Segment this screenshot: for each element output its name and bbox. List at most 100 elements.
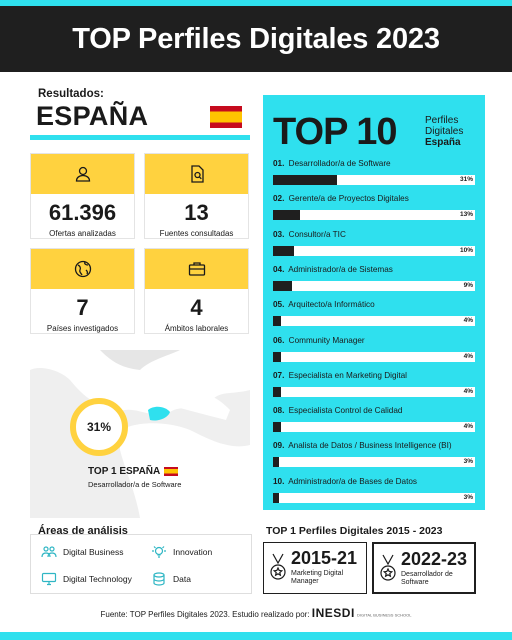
ranking-percent: 31% (459, 176, 473, 183)
stat-caption: Países investigados (46, 324, 119, 333)
stat-caption: Ofertas analizadas (49, 229, 116, 238)
history-box: 2022-23 Desarrollador de Software (372, 542, 476, 594)
ranking-item: 02. Gerente/a de Proyectos Digitales 13% (273, 194, 475, 221)
ranking-number: 01. (273, 159, 285, 168)
area-label: Digital Technology (63, 574, 132, 584)
ranking-percent: 13% (459, 211, 473, 219)
ranking-item: 06. Community Manager 4% (273, 336, 475, 362)
areas-box: Digital Business Innovation Digital Tech… (30, 534, 252, 594)
spain-flag-icon (164, 466, 179, 476)
ranking-label: 01. Desarrollador/a de Software (273, 159, 475, 168)
ranking-text: Desarrollador/a de Software (288, 159, 391, 168)
user-icon (75, 166, 90, 182)
history-years: 2022-23 (401, 549, 468, 569)
ranking-item: 03. Consultor/a TIC 10% (273, 229, 475, 256)
monitor-icon (41, 572, 57, 586)
ranking-percent: 3% (463, 493, 473, 501)
ranking-number: 03. (273, 229, 285, 239)
ranking-item: 07. Especialista en Marketing Digital 4% (273, 370, 475, 397)
bottom-accent-bar (0, 632, 512, 640)
history-desc: Marketing Digital Manager (291, 570, 344, 585)
history-desc: Desarrollador de Software (401, 571, 453, 586)
footer: Fuente: TOP Perfiles Digitales 2023. Est… (0, 606, 512, 620)
ranking-percent: 4% (463, 423, 473, 431)
ranking-bar-fill (273, 492, 280, 503)
top10-heading: TOP 10 (273, 111, 398, 153)
ranking-bar-fill (273, 422, 282, 433)
ranking-percent: 4% (463, 317, 473, 325)
ranking-bar-fill (273, 280, 292, 291)
ranking-bar: 3% (273, 492, 475, 503)
ranking-bar: 4% (273, 386, 475, 397)
stat-caption: Ámbitos laborales (164, 324, 229, 333)
area-label: Innovation (173, 547, 213, 557)
ranking-item: 08. Especialista Control de Calidad 4% (273, 406, 475, 433)
ranking-text: Especialista en Marketing Digital (288, 370, 407, 380)
ranking-number: 08. (273, 406, 285, 416)
top10-sub-line3: España (425, 137, 463, 148)
ranking-percent: 4% (463, 387, 473, 395)
results-country: ESPAÑA (36, 101, 149, 131)
top10-subheading: Perfiles Digitales España (425, 115, 463, 148)
ranking-bar-fill (273, 316, 282, 327)
top1-subtitle: Desarrollador/a de Software (88, 480, 182, 489)
ranking-number: 09. (273, 441, 285, 451)
ranking-item: 10. Administrador/a de Bases de Datos 3% (273, 477, 475, 503)
ranking-text: Analista de Datos / Business Intelligenc… (288, 441, 452, 451)
ranking-text: Administrador/a de Sistemas (288, 264, 393, 274)
area-item: Digital Technology (41, 572, 132, 586)
stat-value: 61.396 (48, 200, 117, 225)
stat-card-offers: 61.396 Ofertas analizadas (30, 153, 135, 239)
ranking-label: 05. Arquitecto/a Informático (273, 300, 475, 309)
ranking-label: 06. Community Manager (273, 336, 475, 345)
ranking-bar-fill (273, 457, 280, 468)
ranking-bar: 4% (273, 351, 475, 362)
ranking-bar: 13% (273, 210, 475, 221)
top10-panel: TOP 10 Perfiles Digitales España 01. Des… (263, 95, 485, 510)
ranking-text: Community Manager (288, 335, 365, 345)
ranking-bar: 3% (273, 457, 475, 468)
results-label: Resultados: (38, 88, 104, 100)
people-icon (41, 546, 57, 558)
stat-value: 4 (190, 295, 203, 320)
footer-text: Fuente: TOP Perfiles Digitales 2023. Est… (100, 610, 310, 619)
percent-ring: 31% (70, 398, 128, 456)
ranking-number: 04. (273, 264, 285, 274)
results-block: Resultados: ESPAÑA (30, 88, 250, 140)
globe-icon (74, 260, 91, 278)
top10-sub-line1: Perfiles (425, 115, 459, 126)
ranking-bar: 31% (273, 175, 475, 185)
ranking-bar-fill (273, 245, 294, 256)
ranking-label: 08. Especialista Control de Calidad (273, 406, 475, 415)
ranking-label: 10. Administrador/a de Bases de Datos (273, 477, 475, 486)
top10-sub-line2: Digitales (425, 126, 464, 137)
history-box: 2015-21 Marketing Digital Manager (263, 542, 367, 594)
stat-card-sources: 13 Fuentes consultadas (144, 153, 249, 239)
ranking-bar-fill (273, 210, 300, 221)
medal-icon (270, 553, 286, 580)
area-item: Digital Business (41, 545, 123, 559)
spain-flag-icon (210, 106, 242, 128)
ranking-bar: 4% (273, 316, 475, 327)
ranking-text: Especialista Control de Calidad (288, 406, 403, 416)
ranking-text: Gerente/a de Proyectos Digitales (288, 194, 409, 204)
ranking-percent: 3% (463, 458, 473, 466)
stat-card-countries: 7 Países investigados (30, 248, 135, 334)
stat-value: 13 (184, 200, 209, 225)
ranking-item: 04. Administrador/a de Sistemas 9% (273, 265, 475, 291)
top1-title: TOP 1 ESPAÑA (88, 466, 179, 477)
area-item: Innovation (151, 545, 212, 559)
stat-card-areas: 4 Ámbitos laborales (144, 248, 249, 334)
ranking-text: Administrador/a de Bases de Datos (288, 476, 418, 486)
ranking-number: 07. (273, 370, 285, 380)
footer-brand-tag: DIGITAL BUSINESS SCHOOL (357, 612, 412, 618)
stat-value: 7 (76, 295, 89, 320)
ranking-bar: 10% (273, 245, 475, 256)
ranking-label: 04. Administrador/a de Sistemas (273, 265, 475, 274)
lightbulb-icon (152, 546, 166, 558)
footer-brand: INESDI (311, 606, 355, 620)
ranking-item: 09. Analista de Datos / Business Intelli… (273, 441, 475, 468)
top1-title-text: TOP 1 ESPAÑA (88, 466, 161, 477)
area-item: Data (151, 572, 191, 586)
database-icon (153, 572, 165, 586)
